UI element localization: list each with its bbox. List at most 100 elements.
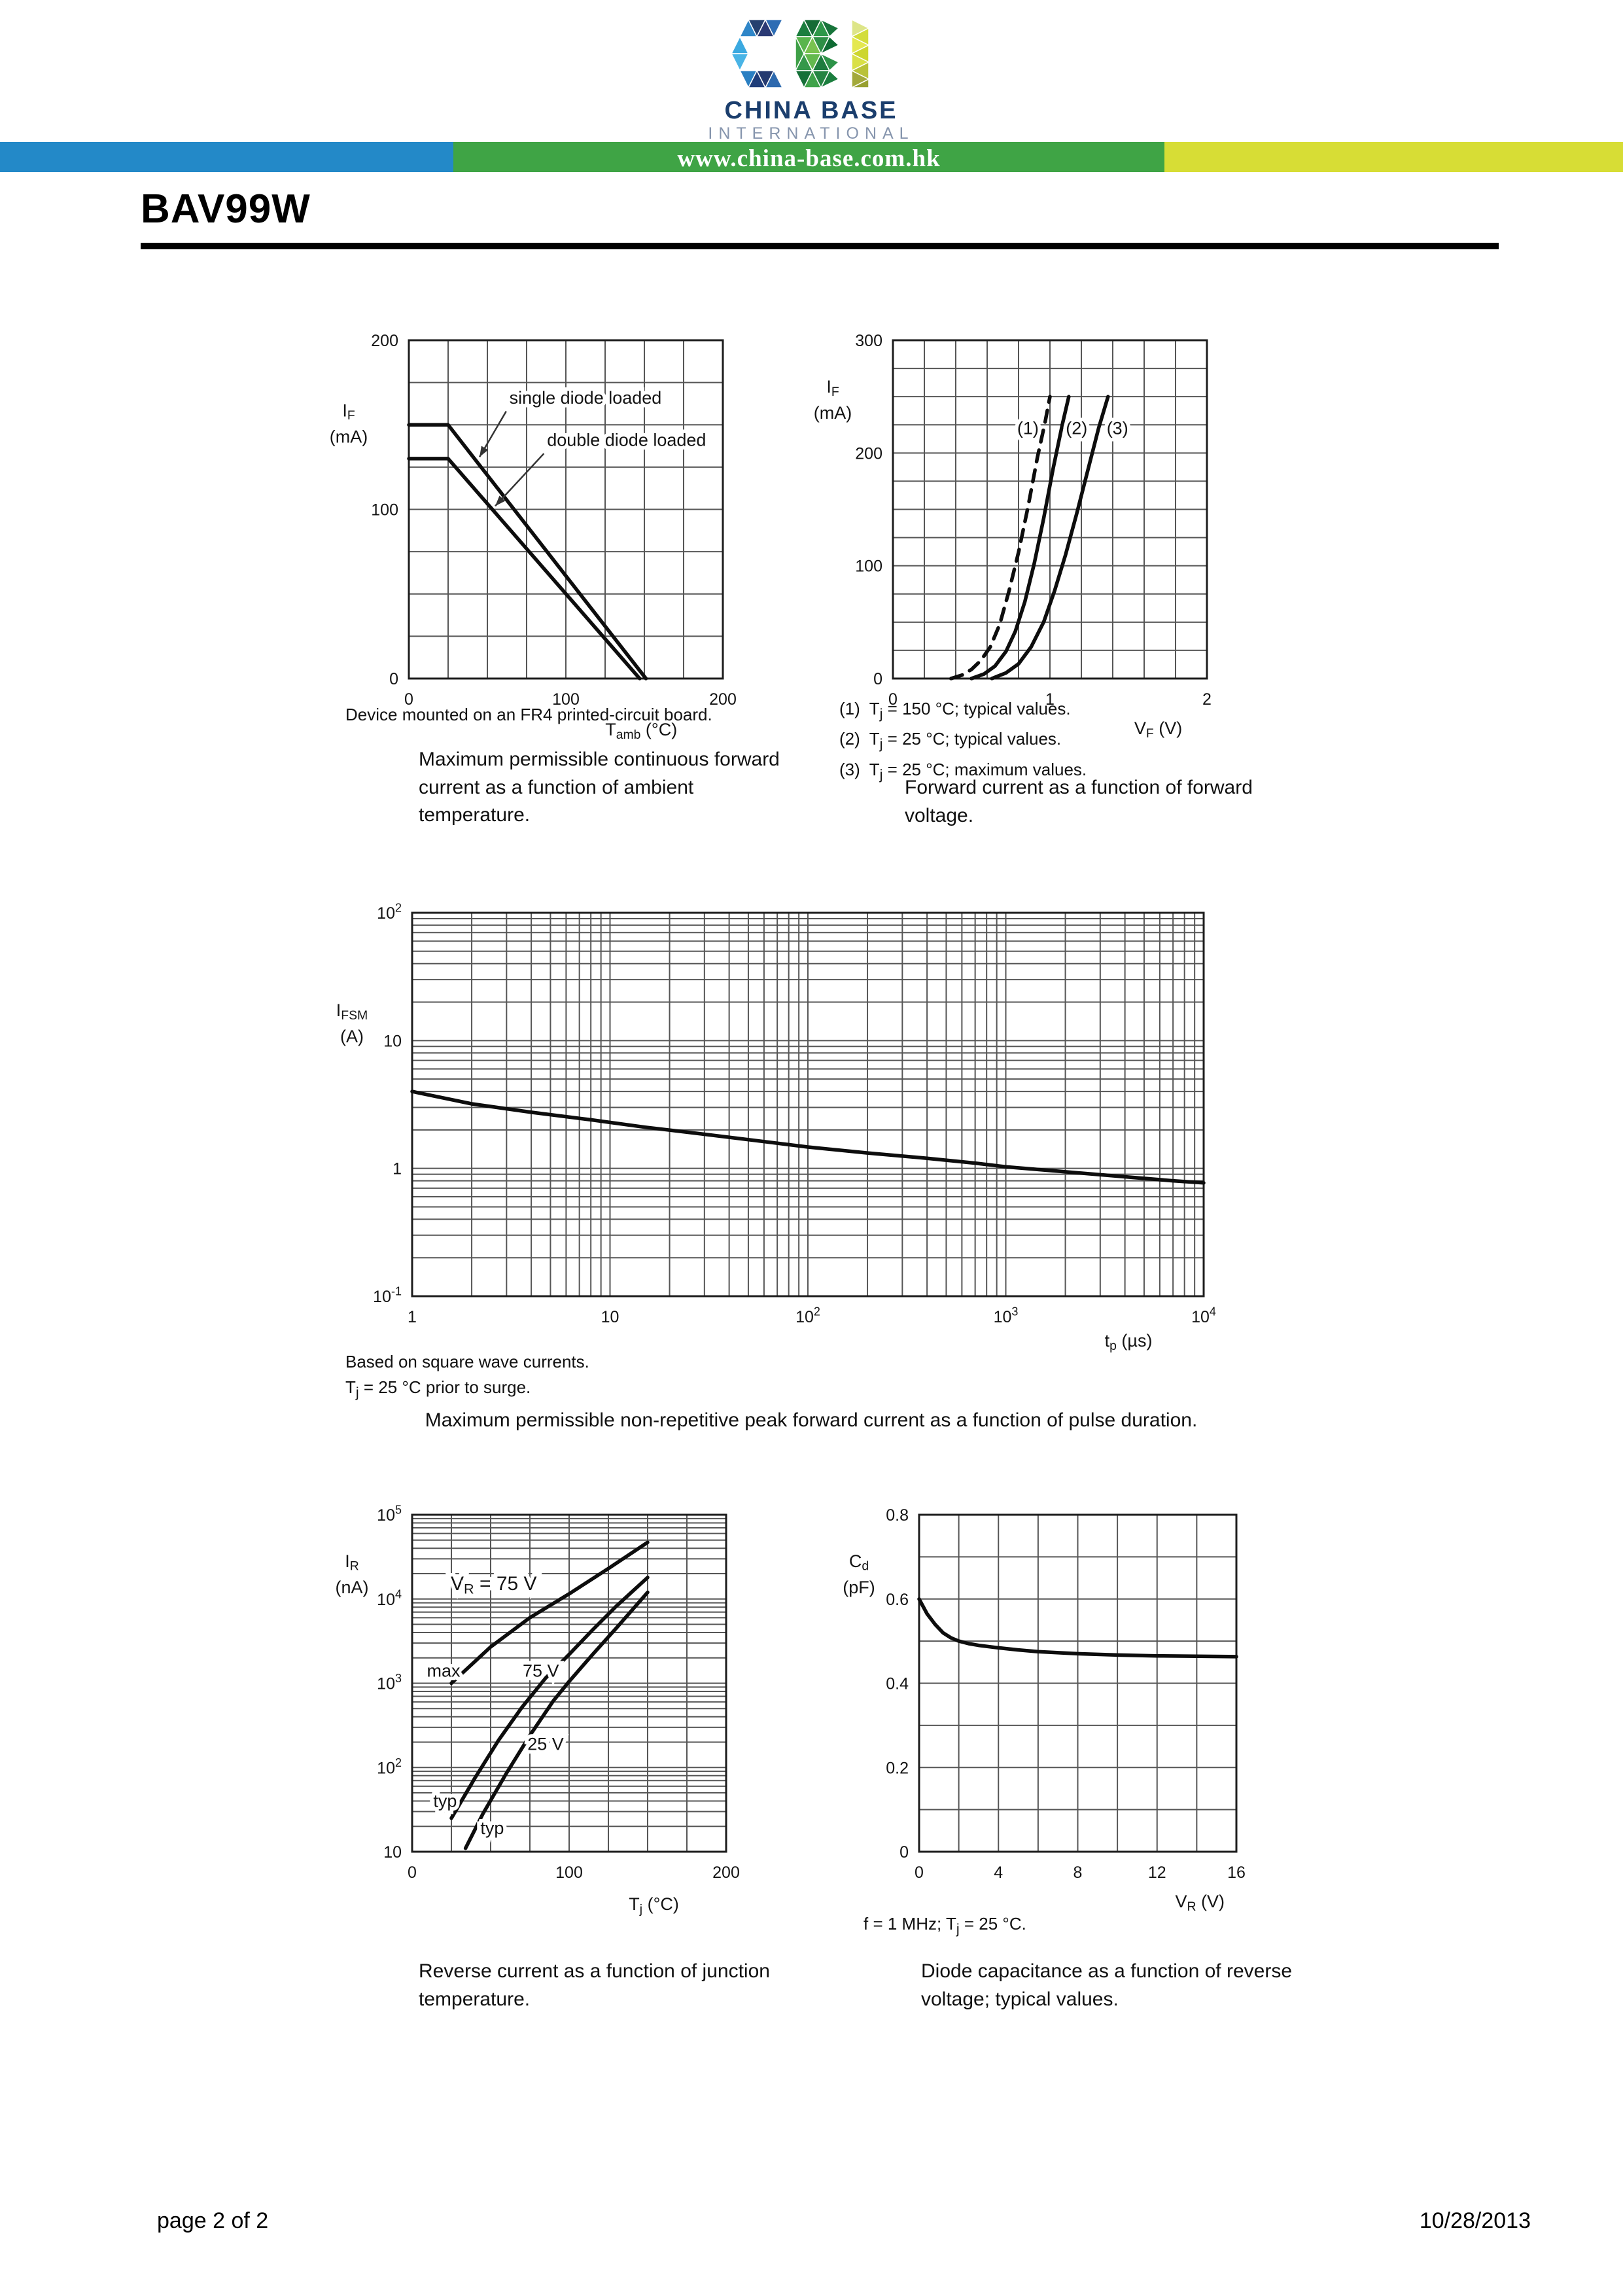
chart-annotation: max	[427, 1661, 461, 1681]
chart-forward-current-vs-forward-voltage: 0 1 2 0 100 200 300 VF (V) IF (mA) (1) (2) (3)	[782, 314, 1248, 767]
x-tick-label: 1	[408, 1308, 417, 1326]
x-tick-label: 2	[1202, 690, 1212, 709]
chart4-caption: Reverse current as a function of junctio…	[419, 1960, 770, 2010]
y-tick-label: 102	[377, 1756, 402, 1778]
y-axis-title: (A)	[340, 1027, 364, 1046]
y-axis-title: (mA)	[814, 403, 852, 423]
y-tick-label: 1	[393, 1160, 402, 1178]
y-axis-title: (nA)	[335, 1578, 368, 1597]
cbi-logo-icon	[731, 20, 870, 88]
x-tick-label: 100	[552, 690, 580, 709]
cbi-logo-letter-b	[794, 20, 840, 88]
series-vr-75-v-max	[449, 1540, 650, 1686]
chart-svg-c1: 0 100 200 0 100 200 Tamb (°C) IF (mA) single diod…	[330, 332, 737, 742]
y-axis-title: Cd	[849, 1551, 869, 1574]
chart-annotation: single diode loaded	[510, 388, 662, 408]
x-tick-label: 0	[915, 1863, 924, 1882]
x-tick-label: 102	[795, 1305, 820, 1327]
y-axis-title: IF	[342, 400, 355, 423]
y-tick-label: 0	[389, 670, 398, 688]
plot-border	[411, 1513, 727, 1853]
y-tick-label: 102	[377, 902, 402, 923]
x-tick-label: 103	[994, 1305, 1019, 1327]
y-tick-label: 300	[855, 332, 882, 350]
y-tick-label: 10-1	[373, 1285, 402, 1307]
y-tick-label: 103	[377, 1672, 402, 1693]
y-tick-label: 10	[383, 1843, 402, 1862]
x-tick-label: 12	[1148, 1863, 1166, 1882]
title-rule	[141, 243, 1499, 249]
series-vr-75-v-typ	[449, 1576, 650, 1820]
chart-svg-c2: 0 1 2 0 100 200 300 VF (V) IF (mA) (1) (2) (3)	[814, 332, 1212, 741]
y-axis-title: (mA)	[330, 427, 368, 446]
note-line: Tj = 25 °C prior to surge.	[345, 1377, 531, 1401]
chart-annotation: double diode loaded	[547, 431, 706, 450]
chart-annotation: VR = 75 V	[451, 1573, 537, 1597]
annotation-arrow	[478, 410, 507, 457]
chart-forward-current-vs-ambient-temperature: 0 100 200 0 100 200 Tamb (°C) IF (mA) single diod…	[298, 314, 763, 767]
x-axis-title: VR (V)	[1175, 1892, 1225, 1914]
annotation-arrow	[495, 453, 545, 507]
y-tick-label: 10	[383, 1032, 402, 1050]
chart5-note: f = 1 MHz; Tj = 25 °C.	[864, 1914, 1026, 1937]
x-axis-title: VF (V)	[1134, 718, 1182, 741]
grid-lines	[411, 912, 1204, 1297]
y-tick-label: 0	[873, 670, 882, 688]
y-tick-label: 200	[371, 332, 398, 350]
banner-yellow-segment	[1164, 142, 1623, 172]
x-tick-label: 1	[1045, 690, 1055, 709]
chart1-note: Device mounted on an FR4 printed-circuit…	[345, 705, 712, 724]
x-tick-label: 100	[555, 1863, 583, 1882]
y-tick-label: 0.8	[886, 1506, 909, 1525]
series-cd-typical	[917, 1597, 1238, 1659]
series-vr-25-v-typ	[463, 1590, 650, 1850]
chart-annotation: 75 V	[523, 1661, 559, 1681]
x-tick-label: 4	[994, 1863, 1003, 1882]
y-tick-label: 105	[377, 1504, 402, 1525]
series-double-diode-loaded	[407, 457, 642, 680]
y-axis-title: IFSM	[336, 1000, 368, 1023]
chart3-caption: Maximum permissible non-repetitive peak …	[425, 1409, 1198, 1431]
plot-border	[411, 911, 1205, 1298]
y-tick-label: 0.2	[886, 1759, 909, 1777]
chart-annotation: 25 V	[527, 1734, 564, 1754]
grid-lines	[918, 1514, 1237, 1852]
x-tick-label: 200	[709, 690, 737, 709]
x-tick-label: 104	[1191, 1305, 1216, 1327]
series-ifsm	[410, 1089, 1206, 1185]
company-subtitle: INTERNATIONAL	[708, 124, 915, 143]
cbi-logo-letter-c	[731, 20, 783, 88]
y-tick-label: 0.4	[886, 1675, 909, 1693]
x-tick-label: 10	[601, 1308, 620, 1326]
chart3-notes: Based on square wave currents. Tj = 25 °C…	[345, 1349, 934, 1404]
chart-annotation: (3)	[1107, 418, 1128, 438]
chart-annotation: typ	[433, 1791, 457, 1810]
website-banner: www.china-base.com.hk	[0, 142, 1623, 172]
chart2-caption: Forward current as a function of forward…	[905, 777, 1253, 826]
x-axis-title: tp (µs)	[1105, 1331, 1153, 1353]
note-line: (3) Tj = 25 °C; maximum values.	[839, 759, 1087, 783]
chart-svg-c3: 1 10 102 103 104 10-1 1 10 102 tp (µs) IFSM (A)	[336, 902, 1216, 1353]
note-line: (2) Tj = 25 °C; typical values.	[839, 729, 1062, 752]
x-tick-label: 0	[888, 690, 898, 709]
page-number: page 2 of 2	[157, 2208, 269, 2233]
chart-peak-forward-current-vs-pulse-duration: 1 10 102 103 104 10-1 1 10 102 tp (µs) IFSM (A)	[301, 887, 1244, 1385]
cbi-logo-letter-i	[850, 20, 870, 88]
x-axis-title: Tj (°C)	[629, 1894, 679, 1916]
company-name: CHINA BASE	[724, 97, 898, 124]
y-tick-label: 104	[377, 1587, 402, 1609]
x-tick-label: 0	[408, 1863, 417, 1882]
chart1-caption: Maximum permissible continuous forward c…	[419, 749, 780, 826]
plot-border	[918, 1513, 1238, 1853]
website-url[interactable]: www.china-base.com.hk	[677, 145, 941, 172]
banner-blue-segment	[0, 142, 453, 172]
chart-svg-c4: 0 100 200 10 102 103 104 105 Tj (°C) IR (nA) VR = 7…	[335, 1504, 739, 1916]
chart-diode-capacitance-vs-reverse-voltage: 0 4 8 12 16 0 0.2 0.4 0.6 0.8 VR (V) Cd (pF)	[808, 1489, 1277, 1940]
y-axis-title: (pF)	[843, 1578, 875, 1597]
series-single-diode-loaded	[407, 423, 648, 680]
x-axis-title: Tamb (°C)	[605, 720, 677, 742]
y-tick-label: 100	[371, 501, 398, 520]
chart5-caption: Diode capacitance as a function of rever…	[921, 1960, 1292, 2010]
note-line: (1) Tj = 150 °C; typical values.	[839, 699, 1071, 722]
series--1-t-j-150-c-typical-values	[949, 395, 1052, 680]
